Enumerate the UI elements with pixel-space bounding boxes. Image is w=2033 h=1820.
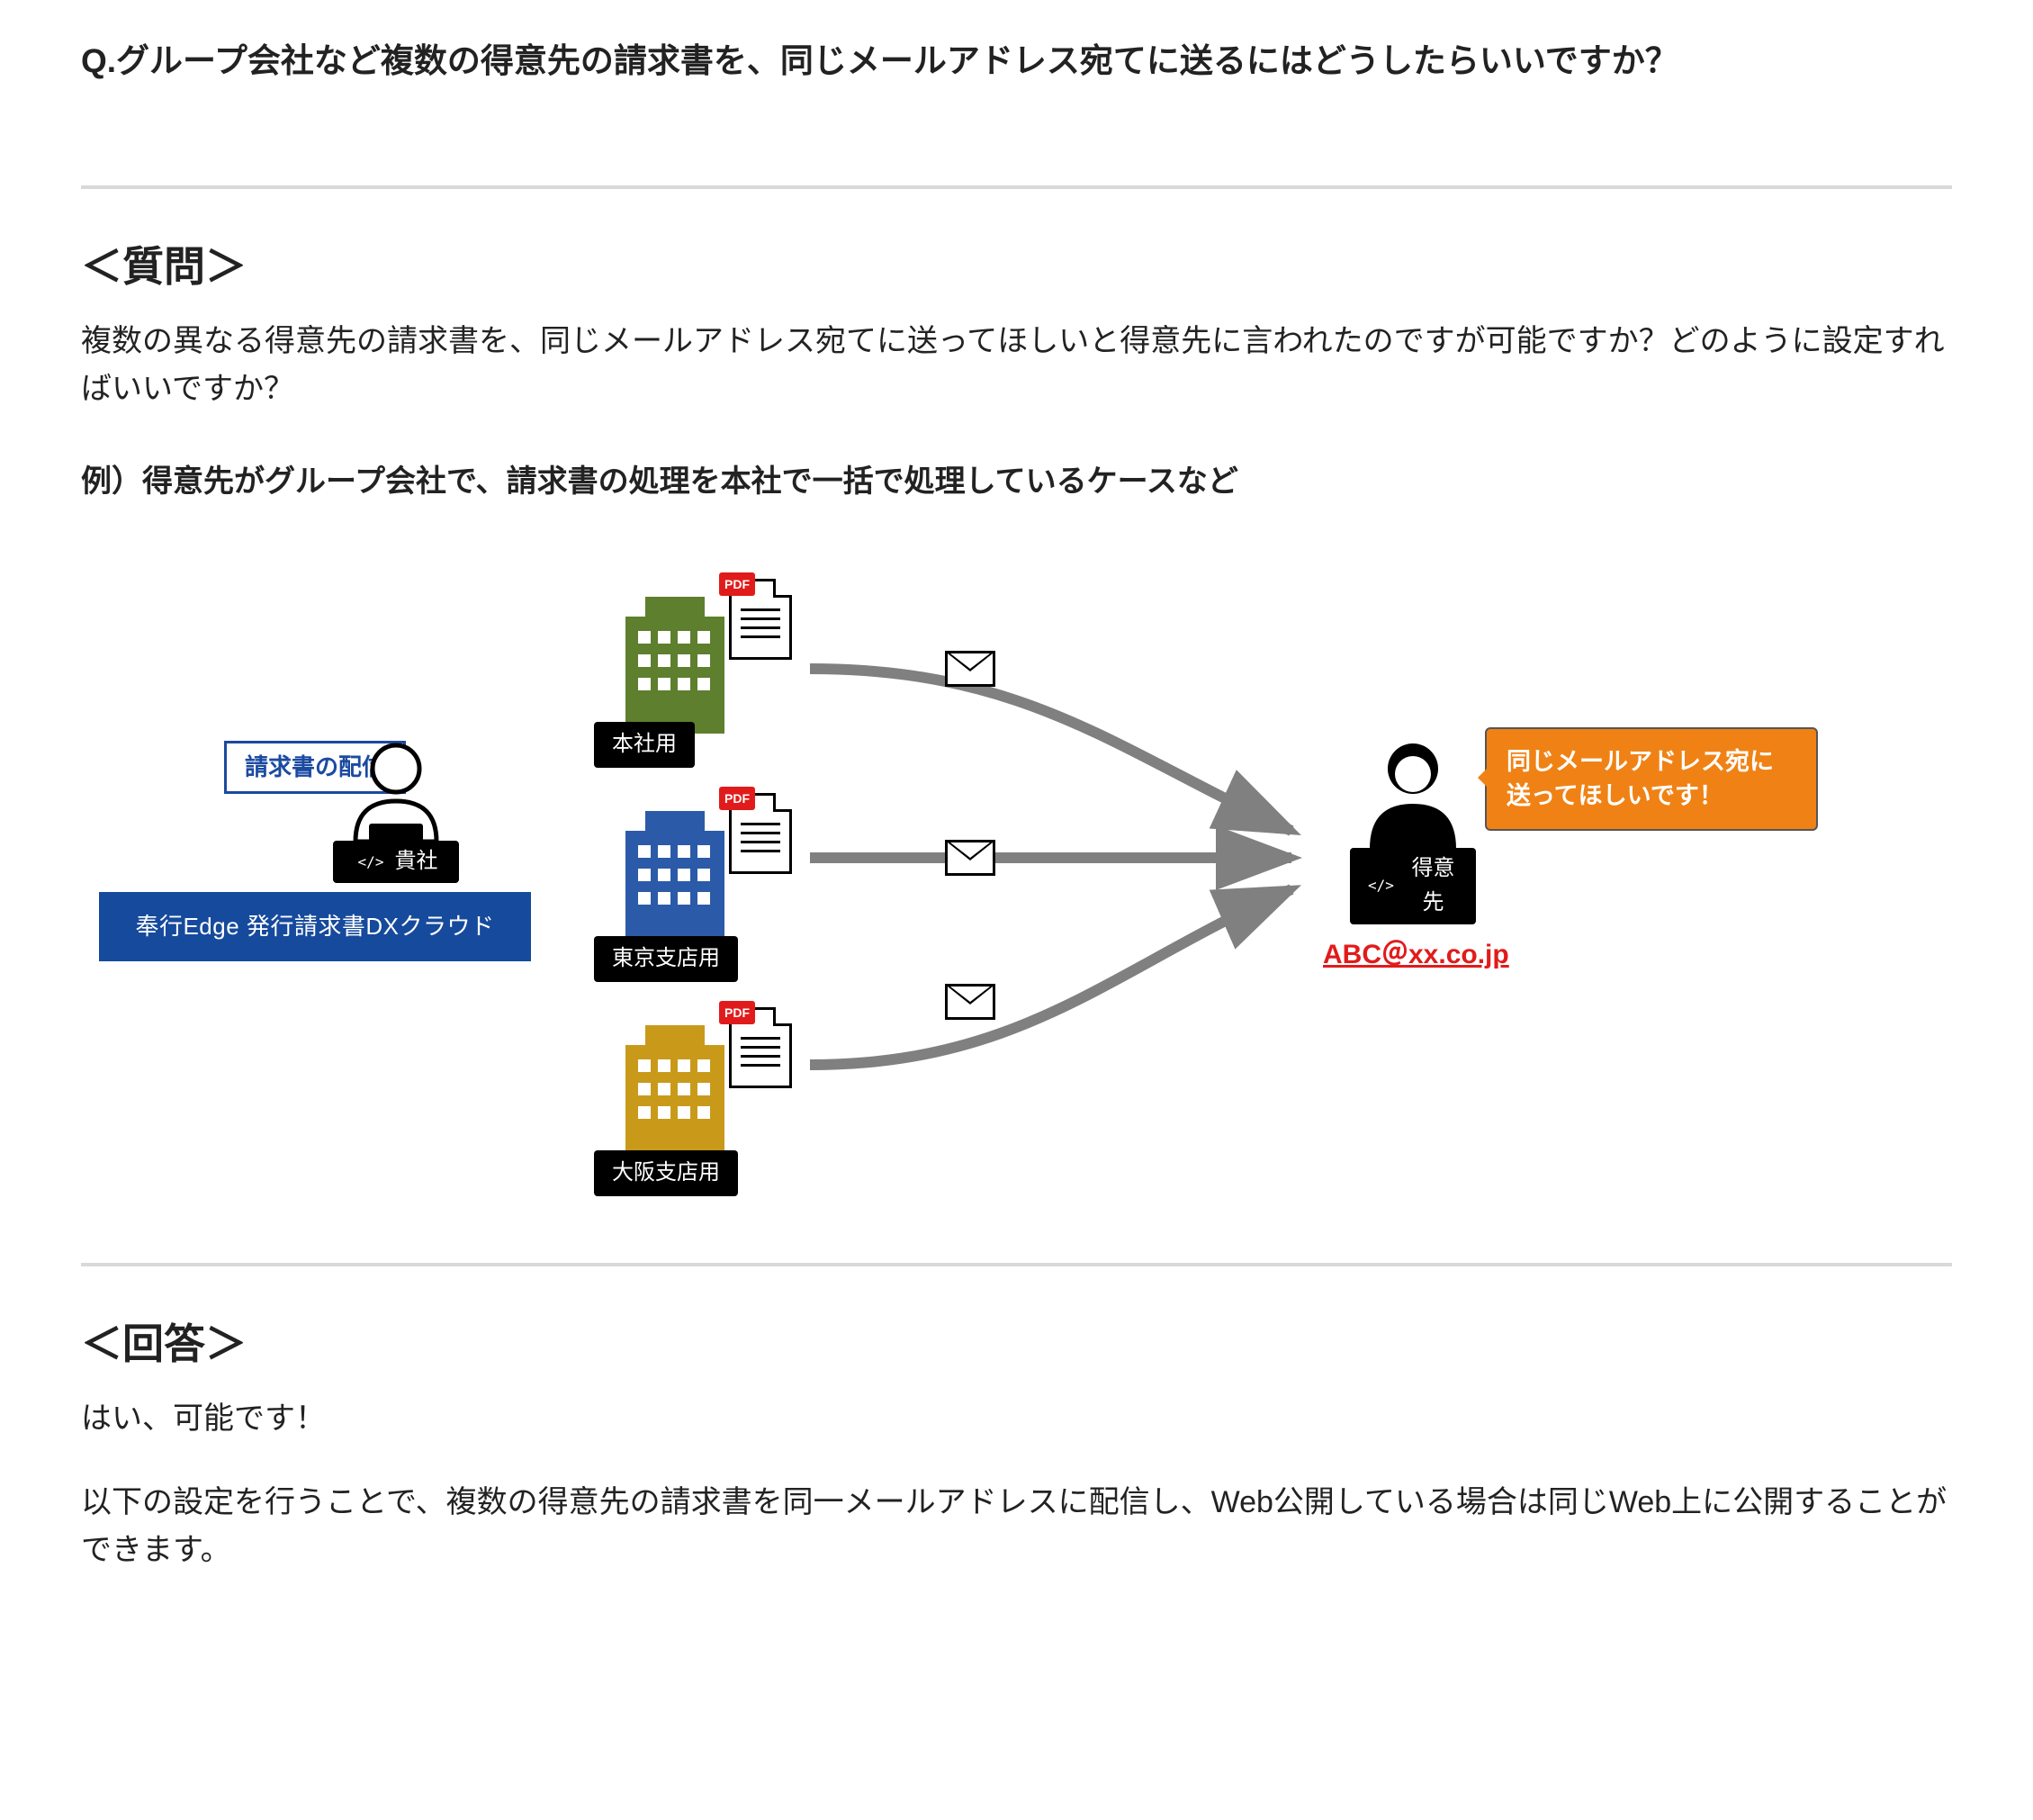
building-label: 大阪支店用 — [594, 1150, 738, 1195]
building-block-osaka: PDF 大阪支店用 — [594, 989, 783, 1196]
question-header: ＜質問＞ — [81, 234, 1952, 301]
speech-bubble: 同じメールアドレス宛に送ってほしいです！ — [1485, 727, 1818, 832]
cloud-product-bar: 奉行Edge 発行請求書DXクラウド — [99, 892, 531, 962]
sender-label: </> 貴社 — [333, 841, 459, 882]
building-icon — [625, 831, 724, 948]
envelope-icon — [945, 984, 995, 1020]
building-block-hq: PDF 本社用 — [594, 561, 783, 768]
pdf-badge: PDF — [719, 787, 755, 810]
question-body: 複数の異なる得意先の請求書を、同じメールアドレス宛てに送ってほしいと得意先に言わ… — [81, 318, 1952, 412]
arrows — [792, 561, 1332, 1191]
code-icon: </> — [355, 851, 388, 874]
building-label: 東京支店用 — [594, 936, 738, 981]
answer-line2: 以下の設定を行うことで、複数の得意先の請求書を同一メールアドレスに配信し、Web… — [81, 1479, 1952, 1573]
receiver-label: </> 得意先 — [1350, 848, 1476, 924]
envelope-icon — [945, 840, 995, 876]
building-icon — [625, 617, 724, 734]
divider — [81, 185, 1952, 189]
answer-section: ＜回答＞ はい、可能です！ 以下の設定を行うことで、複数の得意先の請求書を同一メ… — [81, 1311, 1952, 1574]
pdf-icon: PDF — [729, 1007, 792, 1088]
pdf-badge: PDF — [719, 1001, 755, 1024]
page-title: Q.グループ会社など複数の得意先の請求書を、同じメールアドレス宛てに送るにはどう… — [81, 36, 1952, 86]
answer-line1: はい、可能です！ — [81, 1395, 1952, 1443]
person-icon — [337, 738, 454, 846]
receiver-label-text: 得意先 — [1405, 851, 1462, 921]
building-label: 本社用 — [594, 722, 695, 767]
divider — [81, 1263, 1952, 1266]
building-icon — [625, 1045, 724, 1162]
sender-label-text: 貴社 — [394, 844, 437, 878]
pdf-badge: PDF — [719, 572, 755, 596]
answer-header: ＜回答＞ — [81, 1311, 1952, 1378]
sender-block: 請求書の配信 </> 貴社 奉行Edge 発行請求書DXクラウド — [99, 741, 531, 962]
diagram: 請求書の配信 </> 貴社 奉行Edge 発行請求書DXクラウド — [81, 561, 1952, 1200]
pdf-icon: PDF — [729, 579, 792, 660]
envelope-icon — [945, 651, 995, 687]
code-icon: </> — [1364, 874, 1398, 897]
question-example: 例）得意先がグループ会社で、請求書の処理を本社で一括で処理しているケースなど — [81, 457, 1952, 506]
receiver-email: ABC＠xx.co.jp — [1323, 933, 1503, 977]
building-block-tokyo: PDF 東京支店用 — [594, 775, 783, 982]
person-icon — [1350, 736, 1476, 853]
pdf-icon: PDF — [729, 793, 792, 874]
buildings-column: PDF 本社用 PDF 東京支店用 — [594, 561, 783, 1203]
